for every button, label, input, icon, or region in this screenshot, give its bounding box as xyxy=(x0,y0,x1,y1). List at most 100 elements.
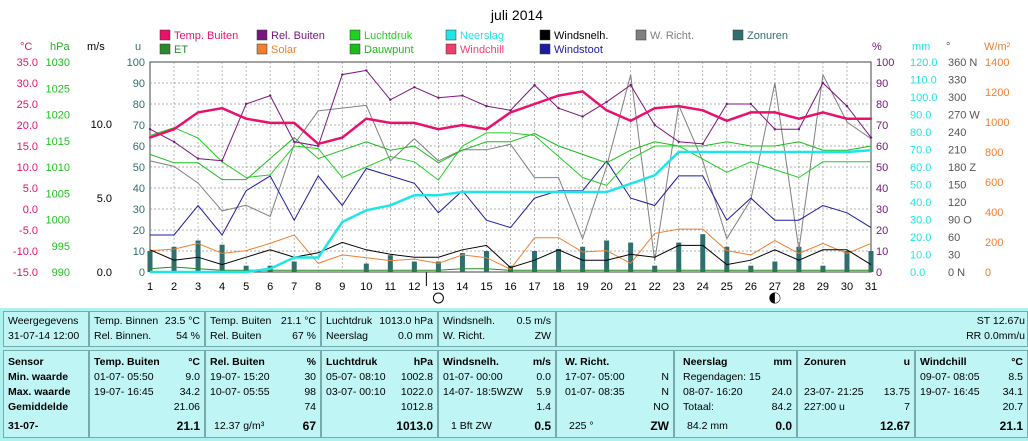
data-point xyxy=(148,128,152,131)
wind-max-time: 14-07- 18:5WZW xyxy=(443,386,523,398)
wind-box: Windsnelh. 0.5 m/s W. Richt. ZW xyxy=(438,311,556,347)
tick-x: 3 xyxy=(195,281,201,293)
data-point xyxy=(365,117,368,120)
tick-x: 28 xyxy=(793,281,805,293)
moon-full-icon xyxy=(432,292,444,304)
chart-title: juli 2014 xyxy=(490,7,543,23)
tick-x: 30 xyxy=(841,281,853,293)
legend-label: Temp. Buiten xyxy=(174,30,238,42)
data-point xyxy=(749,102,753,106)
tick-deg: 270 W xyxy=(948,110,980,122)
tick-temp: 30.0 xyxy=(17,78,38,90)
legend-swatch xyxy=(732,29,744,41)
legend-label: Luchtdruk xyxy=(364,30,413,42)
col-druk: Luchtdruk hPa 05-07- 08:10 1002.8 03-07-… xyxy=(321,350,438,438)
data-point xyxy=(244,102,248,106)
data-point xyxy=(148,136,152,139)
moon-new-highlight xyxy=(774,293,780,303)
label-sensor: Sensor xyxy=(8,356,44,368)
data-point xyxy=(341,73,344,76)
zon-unit: u xyxy=(903,356,910,368)
tick-mm: 40.0 xyxy=(910,197,931,209)
data-point xyxy=(629,83,632,87)
tick-wm2: 1400 xyxy=(985,57,1009,69)
chill-max-value: 34.1 xyxy=(1002,386,1023,398)
tick-press: 990 xyxy=(52,267,70,279)
data-point xyxy=(869,117,873,120)
tick-deg: 30 xyxy=(948,250,960,262)
temp-max-value: 34.2 xyxy=(179,386,200,398)
tick-pct: 40 xyxy=(876,183,888,195)
legend-label: Windstoot xyxy=(554,44,603,56)
weergegevens-date: 31-07-14 12:00 xyxy=(8,330,80,342)
zon-total: 227:00 u xyxy=(804,401,845,413)
data-point xyxy=(244,117,248,120)
tick-deg: 180 Z xyxy=(948,162,976,174)
data-point xyxy=(797,128,801,131)
zonuren-bar xyxy=(171,246,177,272)
tick-u: 100 xyxy=(127,57,145,69)
tick-deg: 90 O xyxy=(948,215,972,227)
tick-deg: 0 N xyxy=(948,267,965,279)
tick-deg: 210 xyxy=(948,145,966,157)
zonuren-bar xyxy=(243,265,249,272)
chill-min-time: 09-07- 08:05 xyxy=(920,371,980,383)
tick-x: 22 xyxy=(649,281,661,293)
legend-label: Windchill xyxy=(460,44,504,56)
data-point xyxy=(701,142,704,146)
tick-x: 11 xyxy=(385,281,396,293)
summary-panel: Weergegevens 31-07-14 12:00 Temp. Binnen… xyxy=(0,308,1028,441)
tick-x: 7 xyxy=(291,281,297,293)
data-point xyxy=(749,111,753,114)
chill-max-time: 19-07- 16:45 xyxy=(920,386,980,398)
tick-press: 1030 xyxy=(46,57,70,69)
druk-current: 1013.0 xyxy=(396,419,433,433)
druk-max-time: 03-07- 00:10 xyxy=(326,386,386,398)
axis-unit-mm: mm xyxy=(912,41,930,53)
axis-unit-wm2: W/m² xyxy=(984,41,1011,53)
tick-x: 5 xyxy=(243,281,249,293)
data-point xyxy=(869,136,873,139)
temp-binnen-value: 23.5 °C xyxy=(164,315,200,327)
neer-head: Neerslag xyxy=(683,356,728,368)
zonuren-bar xyxy=(652,265,658,272)
series-neerslag xyxy=(150,149,872,274)
temp-buiten-value: 21.1 °C xyxy=(280,315,316,327)
tick-pct: 90 xyxy=(876,78,888,90)
data-point xyxy=(845,117,849,120)
label-max: Max. waarde xyxy=(8,386,71,398)
windrichting-label: W. Richt. xyxy=(443,330,486,342)
data-point xyxy=(605,109,608,112)
data-point xyxy=(677,140,680,143)
neer-max-value: 24.0 xyxy=(771,386,792,398)
legend-label: ET xyxy=(174,44,188,56)
tick-wind: 0.0 xyxy=(97,267,112,279)
plot-area xyxy=(147,61,874,274)
legend-swatch xyxy=(256,29,268,41)
tick-x: 27 xyxy=(769,281,781,293)
chill-avg: 20.7 xyxy=(1002,401,1023,413)
richt-degrees: 225 ° xyxy=(569,420,594,432)
tick-u: 30 xyxy=(133,204,145,216)
tick-u: 90 xyxy=(133,78,145,90)
binnen-box: Temp. Binnen 23.5 °C Rel. Binnen. 54 % xyxy=(89,311,205,347)
legend-swatch xyxy=(539,43,551,55)
tick-x: 15 xyxy=(480,281,492,293)
row-labels: Sensor Min. waarde Max. waarde Gemiddeld… xyxy=(3,350,89,438)
tick-wm2: 200 xyxy=(985,237,1003,249)
data-point xyxy=(773,111,777,114)
tick-wm2: 800 xyxy=(985,147,1003,159)
tick-press: 1015 xyxy=(46,136,70,148)
tick-u: 70 xyxy=(133,120,145,132)
tick-mm: 0.0 xyxy=(910,267,925,279)
zonuren-bar xyxy=(387,255,393,272)
data-point xyxy=(196,111,200,114)
tick-temp: 20.0 xyxy=(17,120,38,132)
temp-max-time: 19-07- 16:45 xyxy=(94,386,154,398)
tick-mm: 10.0 xyxy=(910,250,931,262)
series-windstoot xyxy=(150,160,872,236)
tick-press: 1020 xyxy=(46,110,70,122)
data-point xyxy=(172,128,176,131)
legend-swatch xyxy=(349,29,361,41)
data-point xyxy=(317,144,320,148)
